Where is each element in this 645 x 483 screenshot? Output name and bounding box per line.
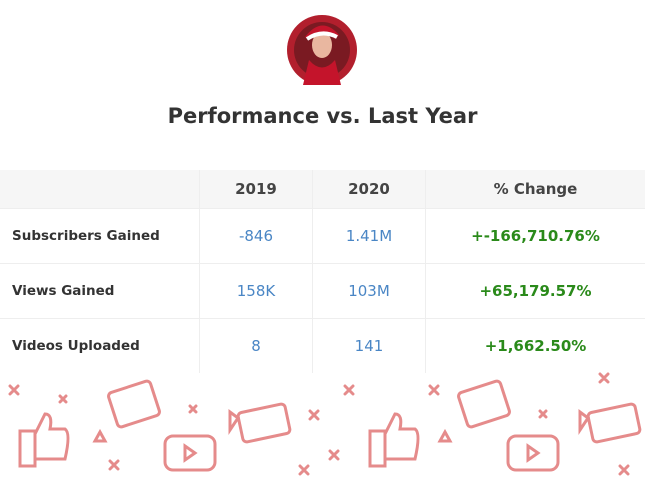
- corner-cell: [0, 170, 200, 209]
- row-label: Subscribers Gained: [0, 208, 200, 264]
- cell: 103M: [312, 263, 426, 319]
- column-header: 2020: [312, 170, 426, 209]
- cell: -846: [199, 208, 313, 264]
- row-label: Videos Uploaded: [0, 318, 200, 373]
- cell: 1.41M: [312, 208, 426, 264]
- row-label: Views Gained: [0, 263, 200, 319]
- title: Performance vs. Last Year: [167, 104, 478, 128]
- cell: +1,662.50%: [425, 318, 645, 373]
- column-header: % Change: [425, 170, 645, 209]
- stats-table: 2019 2020% Change Subscribers Gained -846 1…: [0, 170, 645, 373]
- table-row: Videos Uploaded 8 141 +1,662.50%: [0, 318, 645, 373]
- cell: 8: [199, 318, 313, 373]
- cell: 158K: [199, 263, 313, 319]
- cell: +-166,710.76%: [425, 208, 645, 264]
- column-header: 2019: [199, 170, 313, 209]
- cell: 141: [312, 318, 426, 373]
- avatar: [287, 15, 357, 85]
- cell: +65,179.57%: [425, 263, 645, 319]
- decoration: [8, 372, 642, 476]
- table-row: Subscribers Gained -846 1.41M +-166,710.76%: [0, 208, 645, 264]
- table-row: Views Gained 158K 103M +65,179.57%: [0, 263, 645, 319]
